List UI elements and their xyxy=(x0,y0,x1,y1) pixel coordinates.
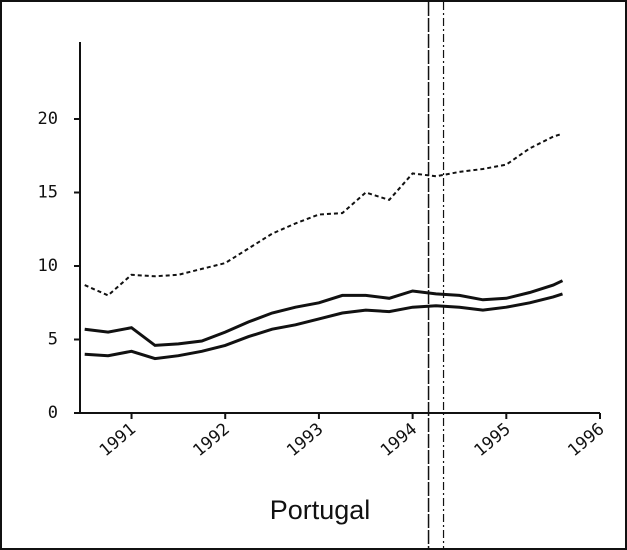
series-line xyxy=(84,292,563,361)
y-tick-label: 15 xyxy=(38,183,58,203)
series-line xyxy=(84,279,564,347)
y-tick-label: 10 xyxy=(38,256,58,276)
series-line xyxy=(84,132,563,297)
x-tick-label: 1994 xyxy=(377,419,421,461)
x-tick-label: 1993 xyxy=(283,419,327,461)
x-label: Portugal xyxy=(270,495,371,525)
y-tick-label: 5 xyxy=(48,330,58,350)
y-tick-label: 20 xyxy=(38,109,58,129)
y-tick-label: 0 xyxy=(48,403,58,423)
x-tick-label: 1996 xyxy=(564,419,608,461)
x-tick-label: 1995 xyxy=(471,419,515,461)
x-tick-label: 1991 xyxy=(96,419,140,461)
x-tick-label: 1992 xyxy=(189,419,233,461)
